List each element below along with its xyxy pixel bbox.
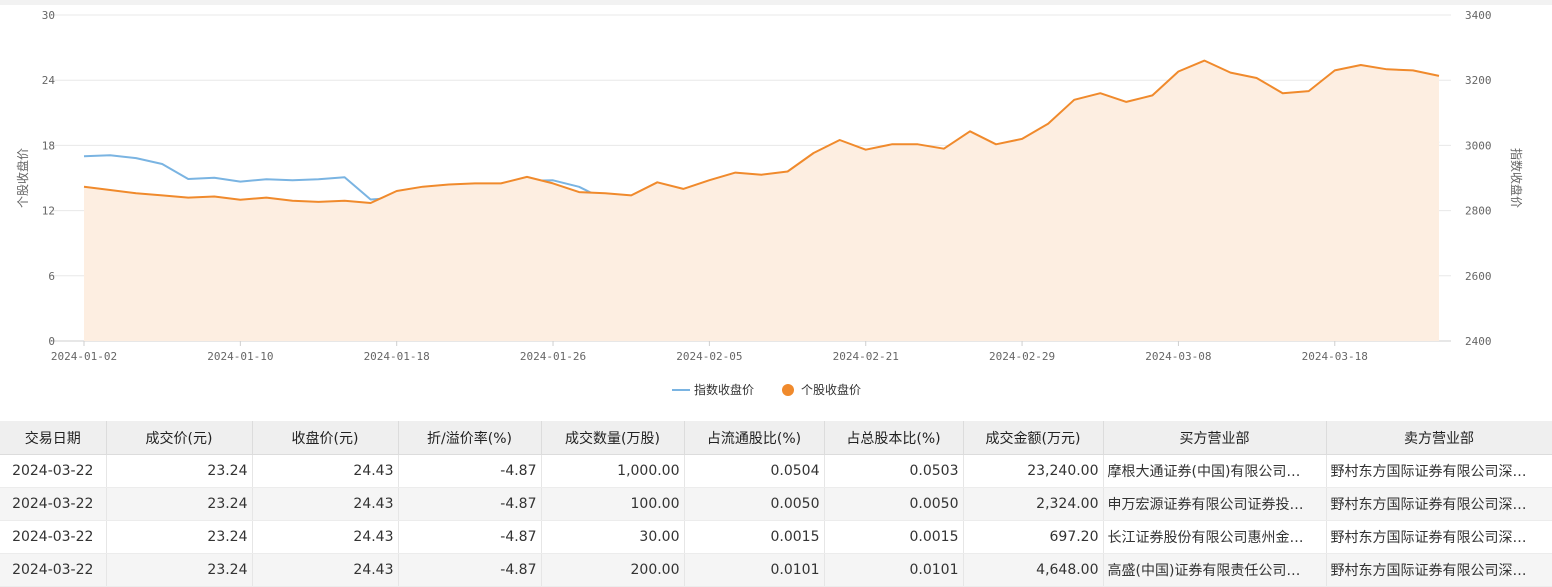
table-row: 2024-03-22 23.24 24.43 -4.87 100.00 0.0050 0.0…: [0, 487, 1552, 521]
table-cell: 2,324.00: [963, 487, 1104, 521]
legend-label-0: 指数收盘价: [694, 382, 754, 397]
table-cell: 野村东方国际证券有限公司深…: [1326, 454, 1552, 488]
x-tick-label: 2024-01-02: [51, 350, 117, 363]
table-cell: -4.87: [398, 487, 542, 521]
series-area-1: [84, 60, 1439, 341]
legend-label-1: 个股收盘价: [801, 382, 861, 397]
table-cell: 高盛(中国)证券有限责任公司…: [1103, 553, 1327, 587]
table-cell: 野村东方国际证券有限公司深…: [1326, 553, 1552, 587]
y-right-tick-label: 3000: [1465, 139, 1492, 152]
table-cell: 23,240.00: [963, 454, 1104, 488]
column-header: 折/溢价率(%): [398, 421, 542, 455]
column-header: 交易日期: [0, 421, 107, 455]
table-cell: 23.24: [106, 487, 253, 521]
table-cell: 1,000.00: [541, 454, 685, 488]
table-row: 2024-03-22 23.24 24.43 -4.87 200.00 0.0101 0.0…: [0, 553, 1552, 587]
table-cell: 0.0101: [824, 553, 964, 587]
y-left-tick-label: 12: [42, 205, 55, 218]
table-cell: 0.0015: [824, 520, 964, 554]
y-left-axis-title: 个股收盘价: [15, 148, 30, 208]
column-header: 卖方营业部: [1326, 421, 1552, 455]
table-cell: 23.24: [106, 454, 253, 488]
table-cell: 2024-03-22: [0, 520, 107, 554]
chart-svg: 0612182430240026002800300032003400个股收盘价指…: [15, 9, 1524, 397]
table-cell: 2024-03-22: [0, 487, 107, 521]
y-right-tick-label: 2400: [1465, 335, 1492, 348]
table-cell: 2024-03-22: [0, 454, 107, 488]
table-cell: 0.0504: [684, 454, 825, 488]
table-row: 2024-03-22 23.24 24.43 -4.87 1,000.00 0.0504 0…: [0, 454, 1552, 488]
x-tick-label: 2024-01-18: [364, 350, 430, 363]
y-left-tick-label: 24: [42, 74, 56, 87]
table-cell: 0.0050: [684, 487, 825, 521]
x-tick-label: 2024-01-26: [520, 350, 586, 363]
table-cell: 4,648.00: [963, 553, 1104, 587]
x-tick-label: 2024-01-10: [207, 350, 273, 363]
x-tick-label: 2024-02-21: [833, 350, 899, 363]
y-left-tick-label: 6: [48, 270, 55, 283]
x-tick-label: 2024-03-18: [1302, 350, 1368, 363]
column-header: 成交价(元): [106, 421, 253, 455]
y-right-tick-label: 2800: [1465, 205, 1492, 218]
block-trade-table: 交易日期 成交价(元) 收盘价(元) 折/溢价率(%) 成交数量(万股) 占流通股比(%)…: [0, 421, 1552, 587]
x-tick-label: 2024-03-08: [1145, 350, 1211, 363]
table-cell: 24.43: [252, 454, 399, 488]
column-header: 占总股本比(%): [824, 421, 964, 455]
table-cell: 0.0050: [824, 487, 964, 521]
table-cell: -4.87: [398, 520, 542, 554]
column-header: 收盘价(元): [252, 421, 399, 455]
y-right-axis-title: 指数收盘价: [1509, 148, 1524, 208]
x-tick-label: 2024-02-29: [989, 350, 1055, 363]
table-cell: 24.43: [252, 520, 399, 554]
y-right-tick-label: 3200: [1465, 74, 1492, 87]
y-right-tick-label: 3400: [1465, 9, 1492, 22]
table-cell: -4.87: [398, 553, 542, 587]
table-cell: 长江证券股份有限公司惠州金…: [1103, 520, 1327, 554]
table-cell: 23.24: [106, 553, 253, 587]
table-cell: 0.0503: [824, 454, 964, 488]
table-cell: 0.0015: [684, 520, 825, 554]
table-cell: 申万宏源证券有限公司证券投…: [1103, 487, 1327, 521]
series-line-1: [83, 59, 1440, 204]
table-cell: 2024-03-22: [0, 553, 107, 587]
price-chart: 0 6 12 18 24 30 2400 2600 2800 3000 3200 3400 个股收盘价指…: [15, 9, 1524, 397]
column-header: 成交数量(万股): [541, 421, 685, 455]
x-tick-label: 2024-02-05: [676, 350, 742, 363]
table-cell: 100.00: [541, 487, 685, 521]
table-row: 2024-03-22 23.24 24.43 -4.87 30.00 0.0015 0.00…: [0, 520, 1552, 554]
table-header-row: 交易日期 成交价(元) 收盘价(元) 折/溢价率(%) 成交数量(万股) 占流通股比(%)…: [0, 421, 1552, 455]
top-strip: [0, 0, 1552, 5]
table-cell: 697.20: [963, 520, 1104, 554]
y-right-tick-label: 2600: [1465, 270, 1492, 283]
table-cell: 摩根大通证券(中国)有限公司…: [1103, 454, 1327, 488]
table-cell: 野村东方国际证券有限公司深…: [1326, 487, 1552, 521]
table-cell: 0.0101: [684, 553, 825, 587]
y-left-tick-label: 30: [42, 9, 55, 22]
y-left-tick-label: 0: [48, 335, 55, 348]
column-header: 买方营业部: [1103, 421, 1327, 455]
table-cell: -4.87: [398, 454, 542, 488]
legend-swatch-1: [782, 384, 794, 396]
table-cell: 野村东方国际证券有限公司深…: [1326, 520, 1552, 554]
column-header: 成交金额(万元): [963, 421, 1104, 455]
table-cell: 24.43: [252, 553, 399, 587]
table-cell: 24.43: [252, 487, 399, 521]
table-cell: 200.00: [541, 553, 685, 587]
y-left-tick-label: 18: [42, 139, 55, 152]
table-cell: 23.24: [106, 520, 253, 554]
table-cell: 30.00: [541, 520, 685, 554]
column-header: 占流通股比(%): [684, 421, 825, 455]
